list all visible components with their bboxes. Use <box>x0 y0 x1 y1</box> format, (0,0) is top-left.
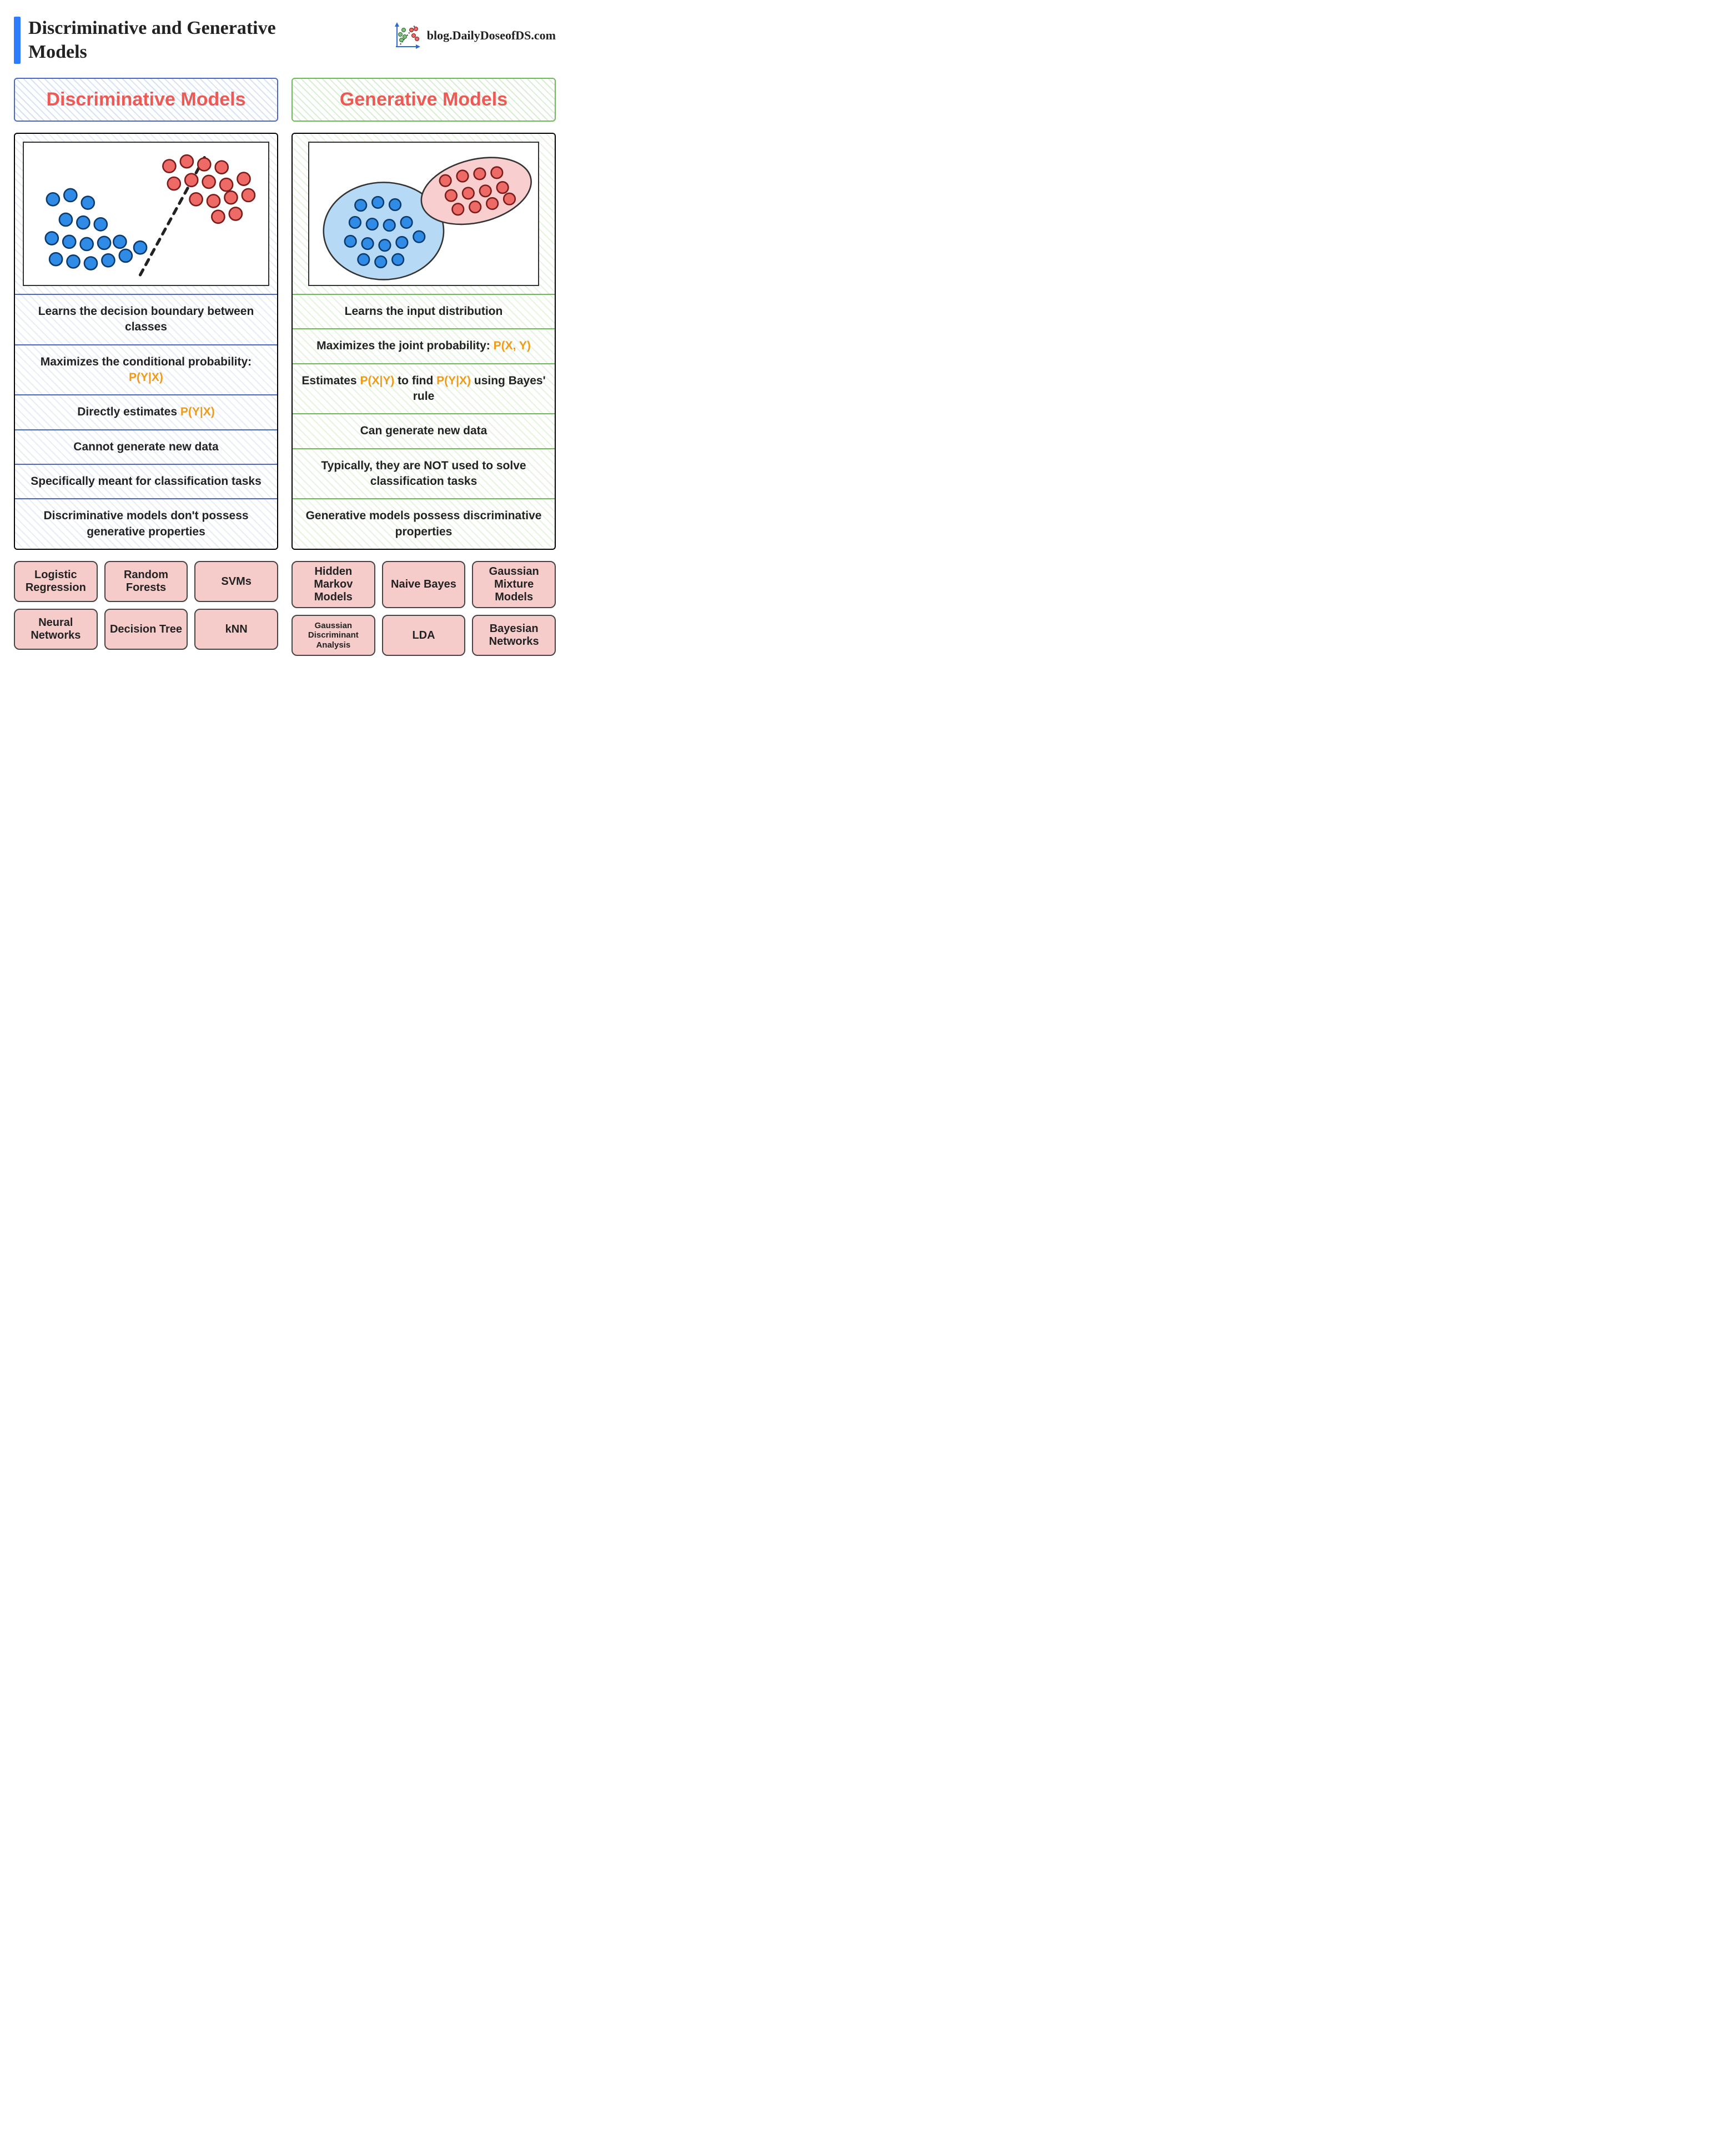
column-generative: Generative Models Learns the input distr… <box>291 78 556 656</box>
description-row: Learns the input distribution <box>293 294 555 328</box>
title-accent-bar <box>14 17 21 64</box>
description-text: Maximizes the joint probability: <box>316 339 494 352</box>
description-text: Estimates <box>301 374 360 387</box>
description-row: Directly estimates P(Y|X) <box>15 394 277 429</box>
description-text: Specifically meant for classification ta… <box>31 475 262 488</box>
description-row: Maximizes the joint probability: P(X, Y) <box>293 328 555 363</box>
description-row: Generative models possess discriminative… <box>293 498 555 549</box>
description-text: Directly estimates <box>77 405 180 418</box>
description-row: Discriminative models don't possess gene… <box>15 498 277 549</box>
description-text: Typically, they are NOT used to solve cl… <box>321 459 526 488</box>
description-text: Can generate new data <box>360 424 487 437</box>
example-pill: kNN <box>194 609 278 650</box>
description-row: Estimates P(X|Y) to find P(Y|X) using Ba… <box>293 363 555 414</box>
panel-title-discriminative: Discriminative Models <box>14 78 278 122</box>
example-pill: LDA <box>382 615 466 656</box>
panel-title-text: Discriminative Models <box>46 89 245 110</box>
column-discriminative: Discriminative Models Learns the decisio… <box>14 78 278 656</box>
description-row: Cannot generate new data <box>15 429 277 464</box>
title-block: Discriminative and Generative Models <box>14 17 295 64</box>
probability-term: P(Y|X) <box>180 405 215 418</box>
examples-discriminative: Logistic RegressionRandom ForestsSVMs Neu… <box>14 561 278 650</box>
panel-title-generative: Generative Models <box>291 78 556 122</box>
description-row: Can generate new data <box>293 413 555 448</box>
probability-term: P(X|Y) <box>360 374 394 387</box>
example-pill: SVMs <box>194 561 278 602</box>
example-pill: Neural Networks <box>14 609 98 650</box>
description-text: Cannot generate new data <box>73 440 218 453</box>
example-pill: Naive Bayes <box>382 561 466 608</box>
scatter-boundary-icon <box>24 143 268 285</box>
description-row: Maximizes the conditional probability: P… <box>15 344 277 395</box>
example-pill: Random Forests <box>104 561 188 602</box>
panel-title-text: Generative Models <box>340 89 507 110</box>
page-title: Discriminative and Generative Models <box>28 17 295 64</box>
scatter-ellipses-icon <box>309 143 538 285</box>
description-row: Specifically meant for classification ta… <box>15 464 277 498</box>
example-pill: Gaussian Discriminant Analysis <box>291 615 375 656</box>
columns: Discriminative Models Learns the decisio… <box>14 78 556 656</box>
description-text: to find <box>394 374 436 387</box>
probability-term: P(X, Y) <box>494 339 531 352</box>
brand-text: blog.DailyDoseofDS.com <box>427 28 556 43</box>
description-text: Maximizes the conditional probability: <box>41 355 252 368</box>
description-row: Learns the decision boundary between cla… <box>15 294 277 344</box>
example-pill: Hidden Markov Models <box>291 561 375 608</box>
example-pill: Logistic Regression <box>14 561 98 602</box>
example-pill: Decision Tree <box>104 609 188 650</box>
example-pill: Bayesian Networks <box>472 615 556 656</box>
probability-term: P(Y|X) <box>436 374 471 387</box>
description-text: Learns the decision boundary between cla… <box>38 305 254 333</box>
description-text: Generative models possess discriminative… <box>306 509 542 538</box>
description-text: Discriminative models don't possess gene… <box>43 509 248 538</box>
illustration-generative <box>308 142 539 286</box>
header: Discriminative and Generative Models blo… <box>14 17 556 64</box>
stack-generative: Learns the input distribution Maximizes t… <box>291 133 556 550</box>
brand: blog.DailyDoseofDS.com <box>393 21 556 50</box>
illustration-discriminative <box>23 142 269 286</box>
example-pill: Gaussian Mixture Models <box>472 561 556 608</box>
description-row: Typically, they are NOT used to solve cl… <box>293 448 555 499</box>
description-text: Learns the input distribution <box>345 305 503 318</box>
examples-generative: Hidden Markov ModelsNaive BayesGaussian … <box>291 561 556 656</box>
stack-discriminative: Learns the decision boundary between cla… <box>14 133 278 550</box>
probability-term: P(Y|X) <box>129 371 163 384</box>
scatter-logo-icon <box>393 21 421 50</box>
